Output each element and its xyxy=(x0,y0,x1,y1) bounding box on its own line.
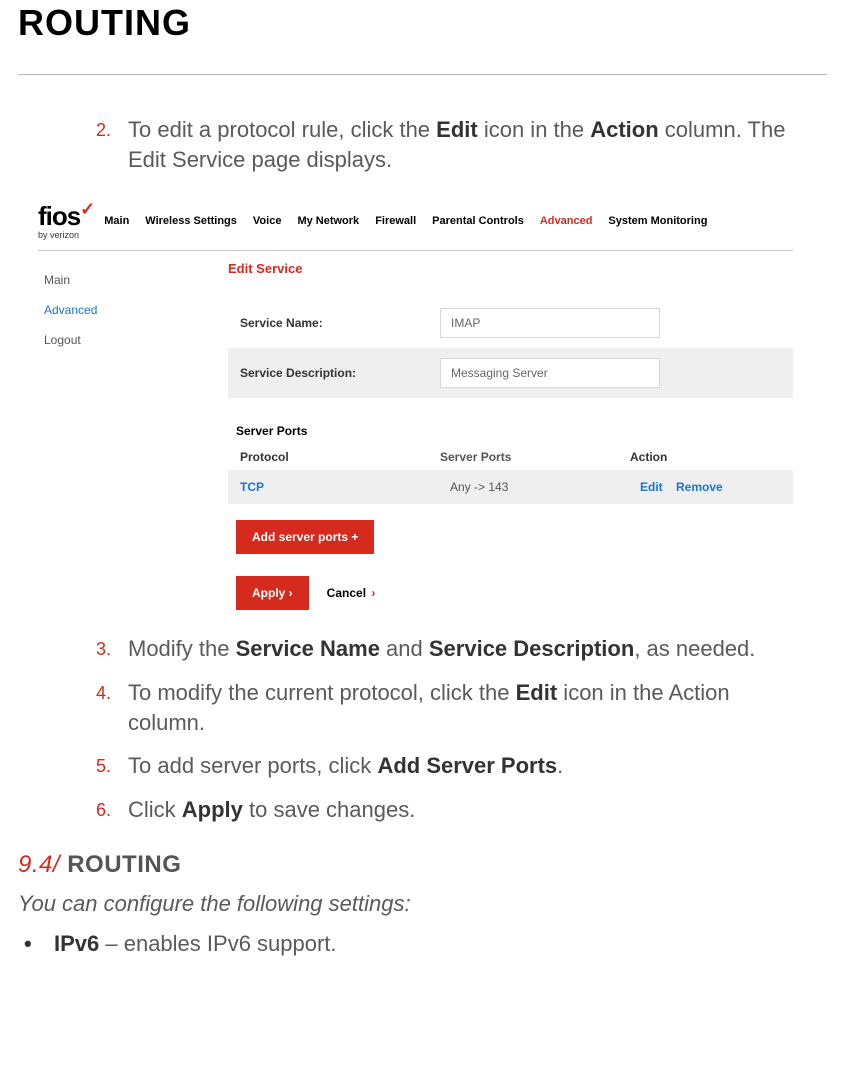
step-text: To edit a protocol rule, click the Edit … xyxy=(128,115,797,174)
step-6: 6. Click Apply to save changes. xyxy=(96,795,797,825)
server-ports-title: Server Ports xyxy=(236,424,793,438)
section-intro: You can configure the following settings… xyxy=(18,891,827,917)
bullet-ipv6: • IPv6 – enables IPv6 support. xyxy=(24,931,827,957)
ports-table-head: Protocol Server Ports Action xyxy=(228,444,793,470)
step-list: 2. To edit a protocol rule, click the Ed… xyxy=(96,115,797,174)
step-5: 5. To add server ports, click Add Server… xyxy=(96,751,797,781)
step-text: Click Apply to save changes. xyxy=(128,795,797,825)
router-body: Main Advanced Logout Edit Service Servic… xyxy=(38,251,793,610)
add-server-ports-button[interactable]: Add server ports + xyxy=(236,520,374,554)
edit-link[interactable]: Edit xyxy=(640,480,663,494)
bullet-dot: • xyxy=(24,931,54,957)
top-nav: Main Wireless Settings Voice My Network … xyxy=(104,215,707,227)
sidebar-item-logout[interactable]: Logout xyxy=(44,325,228,355)
service-name-input[interactable] xyxy=(440,308,660,338)
service-name-label: Service Name: xyxy=(240,316,440,330)
remove-link[interactable]: Remove xyxy=(676,480,723,494)
step-list-2: 3. Modify the Service Name and Service D… xyxy=(96,634,797,824)
logo-text: fios ✓ xyxy=(38,201,80,232)
nav-voice[interactable]: Voice xyxy=(253,215,282,227)
service-desc-label: Service Description: xyxy=(240,366,440,380)
step-2: 2. To edit a protocol rule, click the Ed… xyxy=(96,115,797,174)
cell-ports: Any -> 143 xyxy=(450,480,640,494)
section-title: ROUTING xyxy=(67,851,181,878)
col-action: Action xyxy=(630,450,781,464)
chevron-right-icon: › xyxy=(371,586,375,600)
step-text: Modify the Service Name and Service Desc… xyxy=(128,634,797,664)
router-header: fios ✓ by verizon Main Wireless Settings… xyxy=(38,193,793,246)
col-server-ports: Server Ports xyxy=(440,450,630,464)
nav-sysmon[interactable]: System Monitoring xyxy=(608,215,707,227)
nav-firewall[interactable]: Firewall xyxy=(375,215,416,227)
logo-check-icon: ✓ xyxy=(80,199,94,220)
apply-cancel-row: Apply › Cancel › xyxy=(236,576,793,610)
nav-advanced[interactable]: Advanced xyxy=(540,215,593,227)
sidebar-item-main[interactable]: Main xyxy=(44,265,228,295)
nav-mynetwork[interactable]: My Network xyxy=(297,215,359,227)
page-title: ROUTING xyxy=(18,2,827,44)
step-text: To modify the current protocol, click th… xyxy=(128,678,797,737)
step-number: 4. xyxy=(96,681,128,737)
main-panel: Edit Service Service Name: Service Descr… xyxy=(228,251,793,610)
sidebar: Main Advanced Logout xyxy=(38,251,228,610)
step-number: 3. xyxy=(96,637,128,664)
bullet-text: IPv6 – enables IPv6 support. xyxy=(54,931,337,957)
step-number: 6. xyxy=(96,798,128,825)
col-protocol: Protocol xyxy=(240,450,440,464)
ports-table: Protocol Server Ports Action TCP Any -> … xyxy=(228,444,793,504)
service-desc-input[interactable] xyxy=(440,358,660,388)
nav-main[interactable]: Main xyxy=(104,215,129,227)
service-desc-row: Service Description: xyxy=(228,348,793,398)
fios-logo: fios ✓ by verizon xyxy=(38,201,80,240)
add-ports-row: Add server ports + xyxy=(236,520,793,554)
cell-action: Edit Remove xyxy=(640,480,781,494)
divider xyxy=(18,74,827,75)
step-number: 5. xyxy=(96,754,128,781)
step-number: 2. xyxy=(96,118,128,174)
section-number: 9.4/ xyxy=(18,851,67,878)
nav-parental[interactable]: Parental Controls xyxy=(432,215,524,227)
edit-service-title: Edit Service xyxy=(228,261,793,276)
step-4: 4. To modify the current protocol, click… xyxy=(96,678,797,737)
sidebar-item-advanced[interactable]: Advanced xyxy=(44,295,228,325)
service-name-row: Service Name: xyxy=(228,298,793,348)
ports-table-row: TCP Any -> 143 Edit Remove xyxy=(228,470,793,504)
bullet-list: • IPv6 – enables IPv6 support. xyxy=(24,931,827,957)
edit-service-screenshot: fios ✓ by verizon Main Wireless Settings… xyxy=(38,192,793,610)
nav-wireless[interactable]: Wireless Settings xyxy=(145,215,237,227)
cell-protocol: TCP xyxy=(240,480,440,494)
section-9-4-heading: 9.4/ ROUTING xyxy=(18,851,827,879)
step-3: 3. Modify the Service Name and Service D… xyxy=(96,634,797,664)
cancel-button[interactable]: Cancel › xyxy=(327,586,376,600)
step-text: To add server ports, click Add Server Po… xyxy=(128,751,797,781)
apply-button[interactable]: Apply › xyxy=(236,576,309,610)
